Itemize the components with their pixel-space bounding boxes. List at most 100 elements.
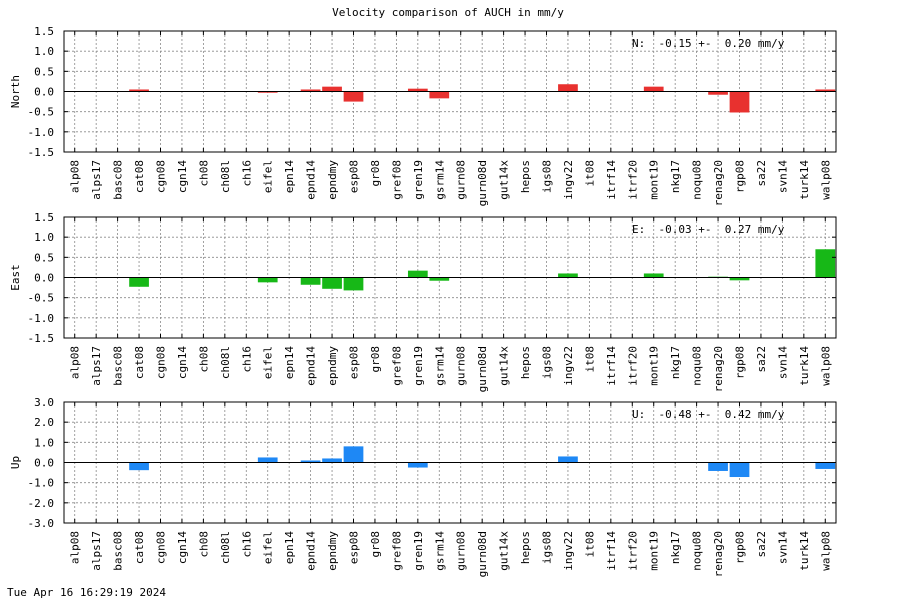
x-tick-label-itrf14: itrf14: [605, 346, 618, 386]
x-tick-label-epnd14: epnd14: [305, 346, 318, 386]
x-tick-label-turk14: turk14: [798, 160, 811, 200]
x-tick-label-epndmy: epndmy: [326, 160, 339, 200]
x-tick-label-turk14: turk14: [798, 531, 811, 571]
bar-cat08: [129, 462, 149, 471]
bar-cat08: [129, 89, 149, 92]
x-tick-label-gurn08: gurn08: [455, 160, 468, 200]
velocity-annotation: U: -0.48 +- 0.42 mm/y: [632, 408, 785, 421]
chart-title: Velocity comparison of AUCH in mm/y: [332, 6, 564, 19]
velocity-annotation: N: -0.15 +- 0.20 mm/y: [632, 37, 785, 50]
panel-up: 3.0 2.0 1.0 0.0 -1.0 -2.0 -3.0 alp08 alps17 basc0…: [9, 396, 837, 577]
x-tick-label-epnd14: epnd14: [305, 531, 318, 571]
x-tick-label-gurn08d: gurn08d: [476, 346, 489, 392]
x-tick-label-igs08: igs08: [541, 346, 554, 379]
bar-epndmy: [322, 458, 342, 463]
x-tick-label-sa22: sa22: [755, 160, 768, 187]
x-tick-label-it08: it08: [583, 531, 596, 558]
x-tick-label-ch16: ch16: [240, 531, 253, 558]
x-tick-label-gurn08d: gurn08d: [476, 160, 489, 206]
x-tick-label-itrf20: itrf20: [626, 531, 639, 571]
bar-esp08: [343, 91, 364, 102]
x-tick-label-renag20: renag20: [712, 346, 725, 392]
velocity-annotation: E: -0.03 +- 0.27 mm/y: [632, 223, 785, 236]
x-tick-label-walp08: walp08: [819, 346, 832, 386]
x-tick-label-ingv22: ingv22: [562, 160, 575, 200]
x-tick-label-cat08: cat08: [133, 160, 146, 193]
bar-esp08: [343, 277, 364, 291]
x-tick-label-alps17: alps17: [90, 531, 103, 571]
x-tick-label-gr08: gr08: [369, 531, 382, 558]
bar-cat08: [129, 277, 149, 287]
x-tick-label-cat08: cat08: [133, 346, 146, 379]
x-tick-label-it08: it08: [583, 346, 596, 373]
x-tick-label-noqu08: noqu08: [691, 160, 704, 200]
x-tick-label-gsrm14: gsrm14: [433, 531, 446, 571]
bar-gren19: [407, 462, 428, 468]
bar-gren19: [407, 88, 428, 92]
x-tick-label-eifel: eifel: [262, 160, 275, 193]
bar-gren19: [407, 270, 428, 278]
x-tick-label-it08: it08: [583, 160, 596, 187]
y-tick-label: -1.0: [28, 126, 55, 139]
x-tick-label-nkg17: nkg17: [669, 160, 682, 193]
x-tick-label-epndmy: epndmy: [326, 346, 339, 386]
x-tick-label-cat08: cat08: [133, 531, 146, 564]
y-tick-label: -1.5: [28, 146, 55, 159]
x-tick-label-hepos: hepos: [519, 531, 532, 564]
x-tick-label-hepos: hepos: [519, 160, 532, 193]
x-tick-label-epn14: epn14: [283, 346, 296, 379]
y-tick-label: 1.0: [34, 45, 54, 58]
bar-walp08: [815, 89, 836, 92]
x-tick-label-itrf14: itrf14: [605, 531, 618, 571]
x-tick-label-gsrm14: gsrm14: [433, 160, 446, 200]
x-tick-label-gut14x: gut14x: [498, 160, 511, 200]
bar-eifel: [257, 457, 278, 463]
x-tick-label-igs08: igs08: [541, 531, 554, 564]
bar-mont19: [643, 86, 664, 92]
x-tick-label-ch08l: ch08l: [219, 160, 232, 193]
bar-epnd14: [300, 277, 321, 285]
bar-renag20: [708, 462, 728, 471]
x-tick-label-gsrm14: gsrm14: [433, 346, 446, 386]
x-tick-label-gurn08: gurn08: [455, 346, 468, 386]
x-tick-label-nkg17: nkg17: [669, 346, 682, 379]
x-tick-label-mont19: mont19: [648, 160, 661, 200]
x-tick-label-eifel: eifel: [262, 531, 275, 564]
x-tick-label-epn14: epn14: [283, 531, 296, 564]
bar-epnd14: [300, 460, 321, 463]
x-tick-label-svn14: svn14: [776, 531, 789, 564]
x-tick-label-mont19: mont19: [648, 531, 661, 571]
x-tick-label-hepos: hepos: [519, 346, 532, 379]
x-tick-label-itrf20: itrf20: [626, 346, 639, 386]
x-tick-label-igs08: igs08: [541, 160, 554, 193]
x-tick-label-rgp08: rgp08: [734, 346, 747, 379]
y-tick-label: 1.0: [34, 231, 54, 244]
x-tick-label-cgn14: cgn14: [176, 160, 189, 193]
bar-eifel: [257, 91, 278, 93]
x-tick-label-alps17: alps17: [90, 160, 103, 200]
x-tick-label-ch08: ch08: [197, 160, 210, 187]
x-tick-label-ingv22: ingv22: [562, 531, 575, 571]
y-tick-label: -1.0: [28, 312, 55, 325]
bar-gsrm14: [429, 277, 450, 281]
y-tick-label: 3.0: [34, 396, 54, 409]
x-tick-label-ch16: ch16: [240, 160, 253, 187]
x-tick-label-noqu08: noqu08: [691, 531, 704, 571]
panel-east: 1.5 1.0 0.5 0.0 -0.5 -1.0 -1.5 alp08 alps17 basc0…: [9, 211, 837, 392]
x-tick-label-gref08: gref08: [390, 531, 403, 571]
panel-north: 1.5 1.0 0.5 0.0 -0.5 -1.0 -1.5 alp08 alps17 basc0…: [9, 25, 837, 206]
y-tick-label: 0.0: [34, 86, 54, 99]
x-tick-label-sa22: sa22: [755, 346, 768, 373]
x-tick-label-gren19: gren19: [412, 346, 425, 386]
x-tick-label-esp08: esp08: [348, 531, 361, 564]
x-tick-label-renag20: renag20: [712, 160, 725, 206]
y-tick-label: -0.5: [28, 106, 55, 119]
y-tick-label: 0.0: [34, 457, 54, 470]
y-tick-label: 0.0: [34, 272, 54, 285]
x-tick-label-gref08: gref08: [390, 160, 403, 200]
x-tick-label-nkg17: nkg17: [669, 531, 682, 564]
x-tick-label-ch16: ch16: [240, 346, 253, 373]
x-tick-label-cgn08: cgn08: [155, 160, 168, 193]
bar-rgp08: [729, 277, 750, 281]
